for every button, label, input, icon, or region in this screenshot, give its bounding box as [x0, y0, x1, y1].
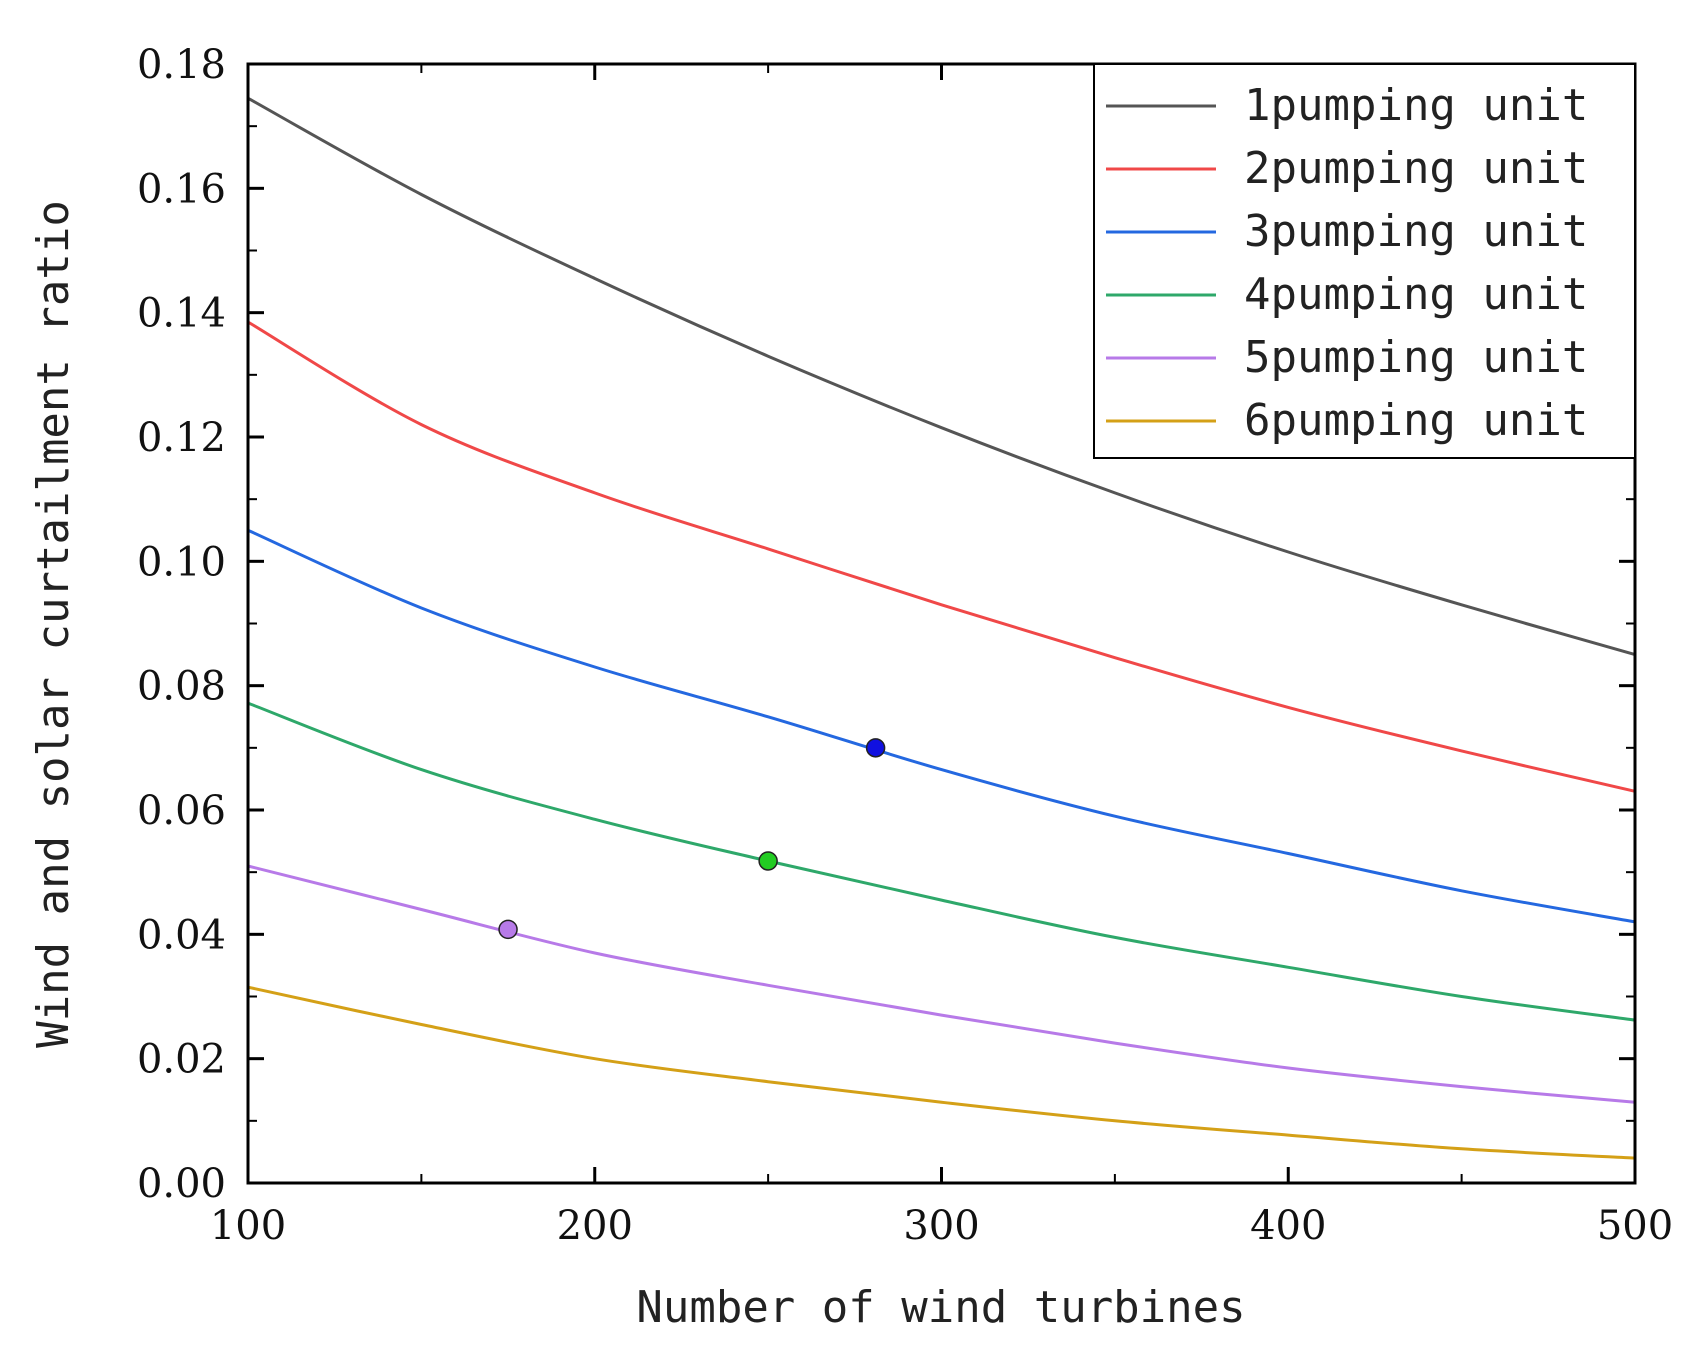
series-line-3 — [247, 528, 1636, 924]
legend-label-5: 5pumping unit — [1244, 332, 1588, 383]
marker-point-2 — [758, 851, 778, 871]
x-tick-label: 400 — [1250, 1203, 1326, 1249]
highlight-markers — [498, 738, 886, 940]
legend: 1pumping unit 2pumping unit 3pumping unit 4… — [1093, 63, 1636, 459]
y-tick-label: 0.08 — [137, 664, 226, 710]
x-tick-label: 200 — [557, 1203, 633, 1249]
y-tick-label: 0.14 — [137, 291, 226, 337]
legend-label-1: 1pumping unit — [1244, 80, 1588, 131]
y-tick-label: 0.10 — [137, 539, 226, 585]
y-tick-label: 0.00 — [137, 1161, 226, 1207]
series-line-4 — [247, 701, 1636, 1022]
x-tick-label: 300 — [903, 1203, 979, 1249]
y-axis-title: Wind and solar curtailment ratio — [28, 200, 79, 1048]
x-tick-label: 100 — [210, 1203, 286, 1249]
legend-label-2: 2pumping unit — [1244, 143, 1588, 194]
legend-label-3: 3pumping unit — [1244, 206, 1588, 257]
series-line-2 — [247, 320, 1636, 793]
marker-point-1 — [865, 738, 886, 758]
y-tick-label: 0.16 — [137, 166, 226, 212]
y-tick-label: 0.02 — [137, 1037, 226, 1083]
x-tick-labels: 100 200 300 400 500 — [210, 1203, 1673, 1249]
series-line-1 — [247, 96, 1636, 657]
series-lines — [247, 96, 1636, 1160]
y-tick-label: 0.06 — [137, 788, 226, 834]
series-line-6 — [247, 985, 1636, 1160]
legend-label-4: 4pumping unit — [1244, 269, 1588, 320]
y-tick-label: 0.04 — [137, 912, 226, 958]
legend-box — [1093, 63, 1636, 459]
series-line-5 — [247, 864, 1636, 1104]
y-tick-labels: 0.00 0.02 0.04 0.06 0.08 0.10 0.12 0.14 0.16 0.18 — [137, 42, 226, 1207]
x-axis-title: Number of wind turbines — [636, 1282, 1245, 1333]
marker-point-3 — [498, 919, 518, 940]
y-tick-label: 0.12 — [137, 415, 226, 461]
legend-label-6: 6pumping unit — [1244, 395, 1588, 446]
y-tick-label: 0.18 — [137, 42, 226, 88]
x-tick-label: 500 — [1597, 1203, 1673, 1249]
